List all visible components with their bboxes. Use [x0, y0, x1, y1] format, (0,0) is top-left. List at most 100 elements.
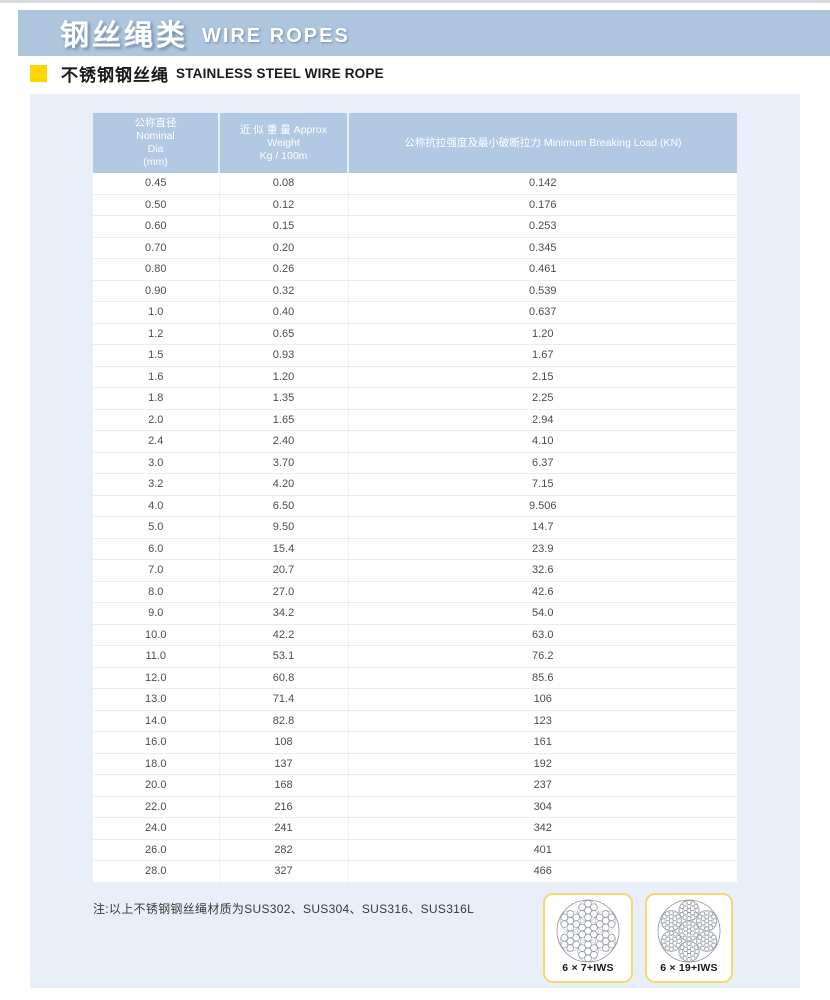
- table-cell: 0.176: [348, 194, 737, 216]
- table-row: 28.0 327 466: [93, 860, 737, 882]
- table-row: 3.2 4.20 7.15: [93, 473, 737, 496]
- table-row: 13.0 71.4 106: [93, 688, 737, 711]
- table-cell: 14.0: [93, 710, 220, 732]
- table-cell: 82.8: [219, 710, 349, 732]
- table-cell: 1.6: [93, 366, 220, 388]
- table-cell: 0.461: [348, 258, 737, 281]
- table-cell: 304: [348, 796, 737, 818]
- table-cell: 9.0: [93, 602, 220, 625]
- table-cell: 192: [348, 753, 737, 775]
- table-cell: 0.26: [219, 258, 349, 281]
- material-note: 注:以上不锈钢钢丝绳材质为SUS302、SUS304、SUS316、SUS316…: [93, 902, 475, 916]
- table-cell: 0.539: [348, 280, 737, 302]
- col-header-approx-weight: 近 似 重 量 Approx Weight Kg / 100m: [219, 113, 349, 173]
- table-cell: 32.6: [348, 559, 737, 582]
- table-row: 12.0 60.8 85.6: [93, 667, 737, 689]
- table-cell: 123: [348, 710, 737, 732]
- product-name-en: STAINLESS STEEL WIRE ROPE: [176, 65, 384, 81]
- table-cell: 85.6: [348, 667, 737, 689]
- table-cell: 12.0: [93, 667, 220, 689]
- table-cell: 0.32: [219, 280, 349, 302]
- rope-diagram-card-6x19: 6 × 19+IWS: [645, 893, 733, 983]
- table-cell: 282: [219, 839, 349, 861]
- table-cell: 401: [348, 839, 737, 861]
- table-cell: 7.0: [93, 559, 220, 582]
- table-cell: 5.0: [93, 516, 220, 539]
- table-cell: 4.10: [348, 430, 737, 453]
- table-header-row: 公称直径 Nominal Dia (mm) 近 似 重 量 Approx Wei…: [93, 113, 737, 173]
- content-panel: 公称直径 Nominal Dia (mm) 近 似 重 量 Approx Wei…: [30, 94, 800, 988]
- table-cell: 27.0: [219, 581, 349, 603]
- table-cell: 60.8: [219, 667, 349, 689]
- table-row: 0.80 0.26 0.461: [93, 258, 737, 281]
- yellow-bullet-square: [30, 64, 47, 82]
- table-row: 1.8 1.35 2.25: [93, 387, 737, 410]
- table-row: 0.45 0.08 0.142: [93, 173, 737, 195]
- spec-table-body: 0.45 0.08 0.142 0.50 0.12 0.176 0.60 0.15 0.253 0…: [93, 173, 737, 882]
- table-row: 1.6 1.20 2.15: [93, 366, 737, 388]
- table-cell: 0.253: [348, 215, 737, 238]
- table-cell: 106: [348, 688, 737, 711]
- table-cell: 1.5: [93, 344, 220, 367]
- section-title-zh: 钢丝绳类: [60, 20, 189, 52]
- table-row: 4.0 6.50 9.506: [93, 495, 737, 517]
- table-cell: 28.0: [93, 860, 220, 882]
- table-cell: 20.0: [93, 774, 220, 797]
- table-cell: 327: [219, 860, 349, 882]
- table-cell: 2.15: [348, 366, 737, 388]
- table-cell: 14.7: [348, 516, 737, 539]
- table-row: 10.0 42.2 63.0: [93, 624, 737, 646]
- section-header-bar: 钢丝绳类 WIRE ROPES: [18, 10, 830, 56]
- product-name-zh: 不锈钢钢丝绳: [61, 65, 169, 85]
- table-cell: 2.0: [93, 409, 220, 431]
- table-cell: 0.70: [93, 237, 220, 259]
- table-row: 16.0 108 161: [93, 731, 737, 754]
- table-cell: 3.2: [93, 473, 220, 496]
- col-header-nominal-dia: 公称直径 Nominal Dia (mm): [93, 113, 220, 173]
- table-cell: 0.08: [219, 173, 349, 195]
- col-header-line: 公称抗拉强度及最小破断拉力 Minimum Breaking Load (KN): [404, 136, 682, 149]
- section-title-en: WIRE ROPES: [202, 24, 350, 47]
- rope-diagram-label: 6 × 19+IWS: [660, 962, 718, 974]
- table-cell: 4.20: [219, 473, 349, 496]
- table-row: 22.0 216 304: [93, 796, 737, 818]
- rope-cross-section-6x19-icon: [657, 899, 721, 963]
- page-top-edge: [0, 0, 830, 3]
- table-cell: 0.12: [219, 194, 349, 216]
- table-cell: 11.0: [93, 645, 220, 668]
- table-row: 8.0 27.0 42.6: [93, 581, 737, 603]
- table-row: 26.0 282 401: [93, 839, 737, 861]
- col-header-line: (mm): [143, 156, 168, 168]
- table-cell: 2.40: [219, 430, 349, 453]
- table-cell: 1.0: [93, 301, 220, 324]
- col-header-line: Nominal: [136, 130, 175, 142]
- table-cell: 168: [219, 774, 349, 797]
- table-cell: 216: [219, 796, 349, 818]
- table-cell: 54.0: [348, 602, 737, 625]
- table-row: 1.2 0.65 1.20: [93, 323, 737, 345]
- table-cell: 137: [219, 753, 349, 775]
- table-cell: 0.90: [93, 280, 220, 302]
- table-row: 2.4 2.40 4.10: [93, 430, 737, 453]
- table-cell: 15.4: [219, 538, 349, 560]
- table-cell: 76.2: [348, 645, 737, 668]
- table-cell: 0.142: [348, 173, 737, 195]
- table-cell: 9.50: [219, 516, 349, 539]
- table-cell: 0.93: [219, 344, 349, 367]
- col-header-line: Dia: [147, 143, 164, 155]
- table-row: 9.0 34.2 54.0: [93, 602, 737, 625]
- table-cell: 1.8: [93, 387, 220, 410]
- table-row: 24.0 241 342: [93, 817, 737, 840]
- table-cell: 6.0: [93, 538, 220, 560]
- table-row: 1.5 0.93 1.67: [93, 344, 737, 367]
- rope-cross-section-6x7-icon: [556, 899, 620, 963]
- table-cell: 26.0: [93, 839, 220, 861]
- table-cell: 18.0: [93, 753, 220, 775]
- table-cell: 4.0: [93, 495, 220, 517]
- spec-table: 公称直径 Nominal Dia (mm) 近 似 重 量 Approx Wei…: [93, 113, 737, 882]
- table-cell: 42.2: [219, 624, 349, 646]
- table-cell: 1.35: [219, 387, 349, 410]
- table-cell: 3.70: [219, 452, 349, 474]
- table-row: 20.0 168 237: [93, 774, 737, 797]
- table-cell: 2.25: [348, 387, 737, 410]
